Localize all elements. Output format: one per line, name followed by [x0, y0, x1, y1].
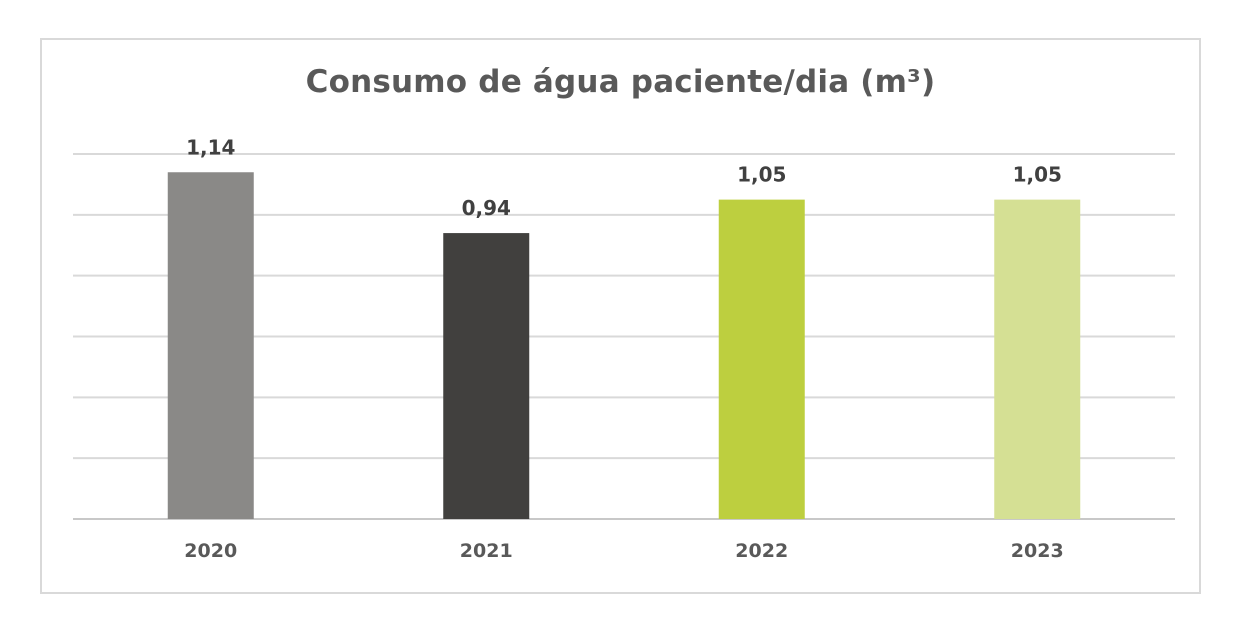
data-label-2022: 1,05	[737, 163, 786, 187]
data-label-2023: 1,05	[1013, 163, 1062, 187]
tick-label-2020: 2020	[184, 540, 237, 562]
data-labels: 1,14 0,94 1,05 1,05	[186, 135, 1062, 220]
gridlines	[73, 153, 1175, 520]
x-axis-ticks: 2020 2021 2022 2023	[184, 540, 1063, 562]
data-label-2021: 0,94	[462, 196, 511, 220]
tick-label-2023: 2023	[1011, 540, 1064, 562]
bars	[167, 172, 1081, 520]
bar-2023	[994, 199, 1081, 519]
bar-2022	[718, 199, 805, 519]
data-label-2020: 1,14	[186, 135, 235, 159]
bar-2020	[167, 172, 254, 519]
tick-label-2022: 2022	[735, 540, 788, 562]
bar-2021	[443, 233, 530, 520]
tick-label-2021: 2021	[460, 540, 513, 562]
chart-title: Consumo de água paciente/dia (m³)	[305, 64, 936, 100]
